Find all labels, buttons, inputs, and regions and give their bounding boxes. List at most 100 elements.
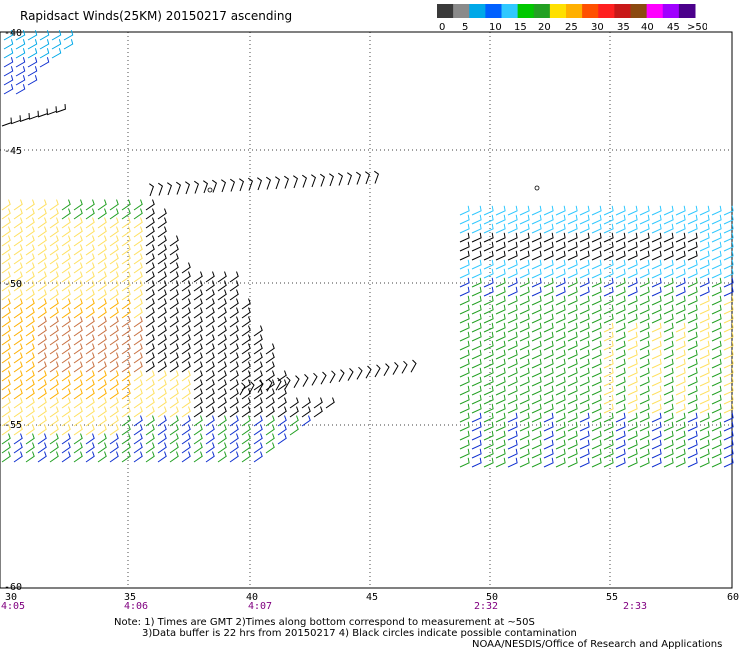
wind-barb [61, 433, 71, 445]
latitude-labels: -40 -45 -50 -55 -60 [4, 28, 22, 593]
wind-barb [181, 433, 191, 445]
wind-barb [567, 214, 578, 225]
wind-barb [39, 48, 50, 59]
wind-barb [145, 235, 155, 247]
wind-barb [133, 262, 143, 274]
wind-barb [217, 316, 227, 328]
wind-barb [85, 343, 95, 355]
colorbar-swatch [437, 4, 454, 18]
wind-barb [555, 232, 566, 243]
wind-barb [109, 352, 119, 364]
wind-barb [591, 421, 602, 432]
wind-barb [567, 349, 578, 360]
wind-barb [471, 250, 482, 261]
wind-barb [531, 313, 542, 324]
wind-barb [495, 286, 506, 297]
wind-barb [615, 313, 626, 324]
wind-barb [507, 223, 518, 234]
wind-barb [133, 199, 143, 211]
wind-barb [675, 331, 686, 342]
colorbar-swatch [501, 4, 519, 18]
wind-barb [61, 199, 71, 211]
wind-barb [37, 442, 47, 454]
wind-barb [675, 286, 686, 297]
wind-barb [133, 280, 143, 292]
wind-barb [591, 412, 602, 423]
wind-barb [410, 359, 417, 373]
wind-barb [293, 375, 300, 389]
wind-barb [1, 226, 11, 238]
wind-barb [483, 367, 494, 378]
wind-barb [73, 253, 83, 265]
wind-barb [73, 226, 83, 238]
wind-barb [555, 331, 566, 342]
wind-barb [241, 370, 251, 382]
wind-barb [651, 205, 662, 216]
wind-barb [241, 307, 251, 319]
wind-barb [699, 223, 710, 234]
wind-barb [711, 385, 722, 396]
wind-barb [663, 412, 674, 423]
wind-barb [675, 295, 686, 306]
wind-barb [25, 442, 35, 454]
wind-barb [265, 415, 275, 427]
wind-barb [356, 366, 363, 380]
wind-barb [615, 241, 626, 252]
wind-barb [543, 394, 554, 405]
wind-barb [97, 235, 107, 247]
wind-barb [248, 177, 253, 191]
wind-barb [61, 235, 71, 247]
wind-barb [145, 289, 155, 301]
wind-barb [591, 403, 602, 414]
wind-barb [109, 208, 119, 220]
wind-barb [483, 286, 494, 297]
wind-barb [61, 244, 71, 256]
wind-barb [627, 277, 638, 288]
wind-barb [205, 388, 215, 400]
wind-barb [85, 451, 95, 463]
wind-barb [675, 349, 686, 360]
wind-barb [519, 376, 530, 387]
wind-barb [97, 424, 107, 436]
wind-barb [109, 280, 119, 292]
wind-barb [627, 241, 638, 252]
wind-barb [699, 331, 710, 342]
wind-barb [133, 271, 143, 283]
wind-barb [471, 232, 482, 243]
wind-barb [277, 406, 287, 418]
wind-barb [1, 424, 11, 436]
wind-barb [97, 415, 107, 427]
wind-barb [483, 439, 494, 450]
wind-barb [651, 385, 662, 396]
colorbar-label: 5 [462, 22, 468, 33]
wind-barb [37, 424, 47, 436]
wind-barb [193, 406, 203, 418]
wind-barb [253, 325, 263, 337]
wind-barb [217, 424, 227, 436]
wind-barb [157, 424, 167, 436]
wind-barb [459, 268, 470, 279]
wind-barb [25, 424, 35, 436]
wind-barb [699, 250, 710, 261]
wind-barb [723, 250, 734, 261]
wind-barb [591, 250, 602, 261]
wind-barb [229, 397, 239, 409]
wind-barb [603, 448, 614, 459]
wind-barb [495, 268, 506, 279]
wind-barb [711, 214, 722, 225]
wind-barb [507, 322, 518, 333]
wind-barb [639, 241, 650, 252]
wind-barb [459, 430, 470, 441]
wind-barb [675, 277, 686, 288]
wind-barb [711, 223, 722, 234]
wind-barb [555, 250, 566, 261]
wind-barb [121, 451, 131, 463]
wind-barb [121, 334, 131, 346]
wind-barb [37, 271, 47, 283]
wind-barb [217, 298, 227, 310]
wind-barb [329, 370, 336, 384]
wind-barb [181, 262, 191, 274]
wind-barb [121, 316, 131, 328]
wind-barb [687, 403, 698, 414]
wind-barb [37, 388, 47, 400]
